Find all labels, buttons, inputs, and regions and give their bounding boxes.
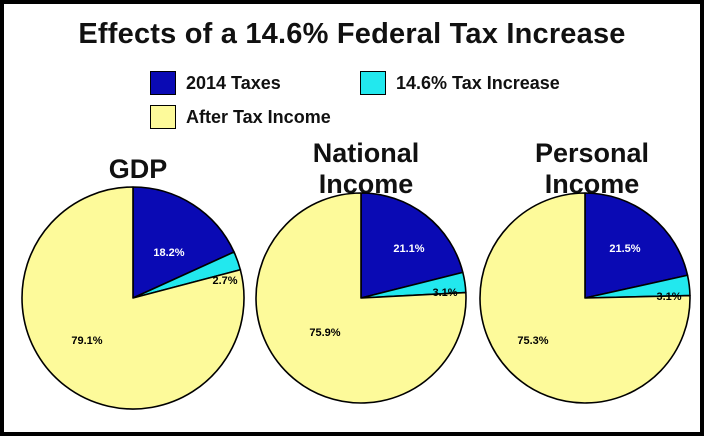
data-label-national-income-2014-taxes: 21.1% (393, 243, 424, 255)
legend-swatch-2014-taxes (150, 71, 176, 95)
data-label-gdp-after-tax-income: 79.1% (71, 335, 102, 347)
pie-slice-personal-income-after-tax-income (479, 192, 691, 404)
data-label-national-income-after-tax-income: 75.9% (309, 327, 340, 339)
legend-label-tax-increase: 14.6% Tax Increase (396, 73, 560, 93)
pie-title-national-income-line-1: National (312, 138, 420, 168)
legend-swatch-after-tax-income (150, 105, 176, 129)
pie-slice-personal-income-2014-taxes (584, 192, 689, 299)
pie-slice-gdp-after-tax-income (21, 186, 245, 410)
chart-main-title: Effects of a 14.6% Federal Tax Increase (78, 18, 626, 50)
pie-slice-gdp-2014-taxes (132, 186, 235, 299)
data-label-gdp-2014-taxes: 18.2% (153, 247, 184, 259)
legend-label-2014-taxes: 2014 Taxes (186, 73, 281, 93)
data-label-personal-income-2014-taxes: 21.5% (609, 243, 640, 255)
data-label-personal-income-tax-increase: 3.1% (656, 291, 681, 303)
chart-frame: Effects of a 14.6% Federal Tax Increase … (4, 4, 700, 432)
data-label-personal-income-after-tax-income: 75.3% (517, 335, 548, 347)
pie-title-gdp-line-1: GDP (108, 154, 168, 184)
pie-gdp: 18.2% 2.7% 79.1% (21, 186, 245, 410)
data-label-national-income-tax-increase: 3.1% (432, 287, 457, 299)
pie-charts-svg: 18.2% 2.7% 79.1% 21.1% 3.1% 75.9% 21.5% 3.1% 75.… (21, 186, 691, 410)
pie-national-income: 21.1% 3.1% 75.9% (255, 192, 467, 404)
pie-slice-national-income-after-tax-income (255, 192, 467, 404)
legend-label-after-tax-income: After Tax Income (186, 107, 331, 127)
legend-swatch-tax-increase (360, 71, 386, 95)
data-label-gdp-tax-increase: 2.7% (212, 275, 237, 287)
pie-title-gdp: GDP (68, 154, 208, 185)
pie-personal-income: 21.5% 3.1% 75.3% (479, 192, 691, 404)
pie-title-personal-income-line-1: Personal (534, 138, 650, 168)
pie-slice-national-income-2014-taxes (360, 192, 464, 299)
